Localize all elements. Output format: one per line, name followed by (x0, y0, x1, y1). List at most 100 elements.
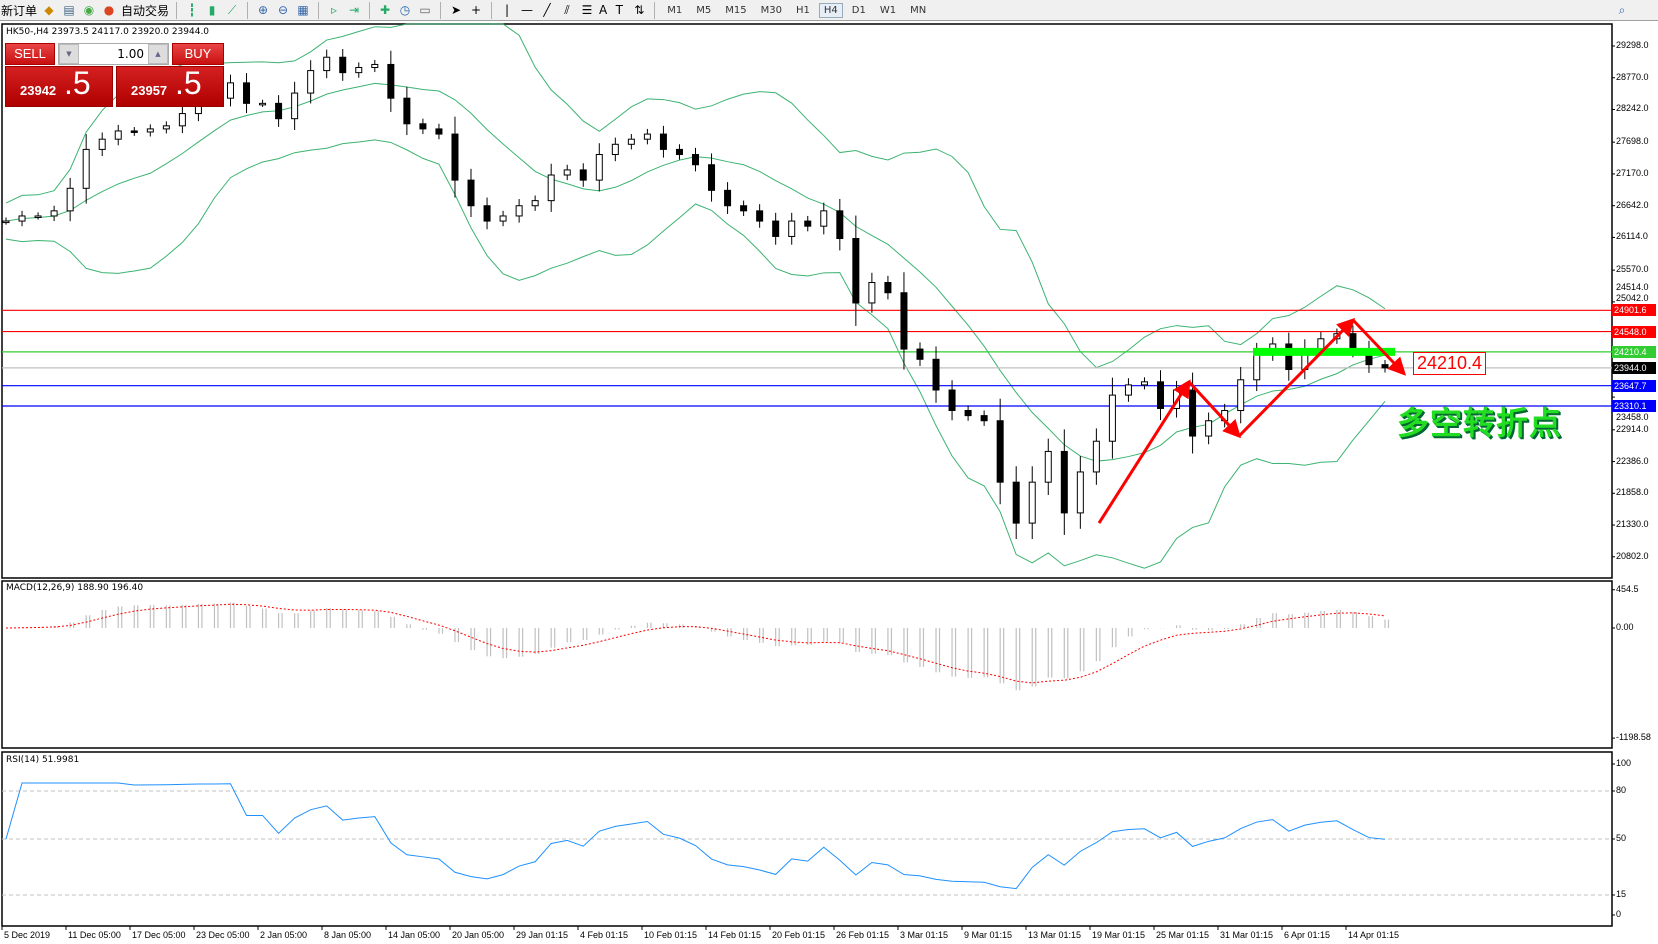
time-tick-label: 4 Feb 01:15 (580, 930, 629, 940)
separator (654, 1, 656, 19)
rsi-label: RSI(14) 51.9981 (6, 755, 80, 765)
timeframe-h4[interactable]: H4 (818, 2, 843, 18)
chart-shift-icon[interactable]: ⇥ (349, 3, 360, 17)
candle-body (403, 97, 411, 125)
candle-body (1140, 381, 1148, 386)
text-label-icon[interactable]: T (615, 3, 623, 17)
zoom-in-icon[interactable]: ⊕ (258, 3, 269, 17)
price-tick-label: 22914.0 (1616, 423, 1649, 434)
candle-body (948, 389, 956, 412)
price-tick-label: 26114.0 (1616, 231, 1648, 242)
timeframe-m5[interactable]: M5 (696, 4, 712, 16)
periods-icon[interactable]: ◷ (399, 3, 411, 17)
navigator-icon[interactable]: ▤ (63, 3, 75, 17)
annotation-text[interactable]: 多空转折点 (1397, 404, 1563, 442)
candle-body (547, 174, 555, 202)
cursor-icon[interactable]: ➤ (451, 3, 462, 17)
level-price-label: 23944.0 (1612, 361, 1656, 374)
indicators-icon[interactable]: ✚ (380, 3, 391, 17)
bar-chart-icon[interactable]: ┇ (188, 3, 196, 17)
auto-trading-button[interactable]: 自动交易 (121, 3, 170, 18)
candle-body (66, 187, 74, 212)
auto-scroll-icon[interactable]: ▹ (331, 3, 338, 17)
candle-body (499, 215, 507, 222)
time-tick-label: 9 Mar 01:15 (964, 930, 1013, 940)
candle-body (932, 358, 940, 391)
buy-price-pip: .5 (175, 65, 202, 101)
candle-body (50, 210, 58, 217)
fibonacci-icon[interactable]: ☰ (581, 3, 593, 17)
text-tool[interactable]: A (599, 3, 608, 17)
candle-body (1108, 394, 1116, 442)
macd-tick-label: 0.00 (1616, 622, 1634, 632)
candle-body (34, 215, 42, 218)
timeframe-mn[interactable]: MN (910, 4, 927, 16)
candle-body (82, 148, 90, 189)
macd-pane-frame (1, 580, 1613, 749)
buy-button[interactable]: BUY (172, 43, 224, 65)
timeframe-m15[interactable]: M15 (725, 4, 747, 16)
candle-body (1044, 450, 1052, 483)
search-icon[interactable]: ⌕ (1618, 2, 1626, 17)
new-order-button[interactable]: 新订单 (1, 3, 38, 18)
lot-decrease-button[interactable]: ▼ (59, 44, 79, 64)
support-resistance-bar (1253, 347, 1395, 356)
time-tick-label: 14 Apr 01:15 (1348, 930, 1400, 940)
level-price-label: 24901.6 (1612, 304, 1656, 317)
macd-label: MACD(12,26,9) 188.90 196.40 (6, 583, 144, 593)
price-tick-label: 29298.0 (1616, 40, 1649, 50)
bollinger-lower (5, 139, 1386, 569)
candle-body (675, 148, 683, 156)
horizontal-line-icon[interactable]: — (521, 3, 534, 17)
sell-button[interactable]: SELL (5, 43, 55, 65)
candle-body (788, 220, 796, 237)
candle-body (1253, 353, 1261, 381)
auto-trading-icon[interactable]: ● (103, 3, 115, 17)
time-tick-label: 11 Dec 05:00 (68, 930, 121, 940)
arrows-icon[interactable]: ⇅ (634, 3, 645, 17)
separator (369, 1, 371, 19)
crosshair-icon[interactable]: + (471, 3, 482, 17)
timeframe-m30[interactable]: M30 (760, 4, 782, 16)
lot-size-input[interactable]: 1.00 (117, 47, 144, 61)
candle-chart-icon[interactable]: ▮ (208, 3, 216, 17)
meta-editor-icon[interactable]: ◆ (44, 3, 54, 17)
candle-body (772, 220, 780, 237)
templates-icon[interactable]: ▭ (419, 3, 431, 17)
candle-body (916, 348, 924, 360)
vertical-line-icon[interactable]: | (505, 3, 510, 17)
fibonacci-fan-icon[interactable]: ⫽ (564, 2, 570, 17)
candle-body (804, 220, 812, 227)
timeframe-m1[interactable]: M1 (667, 4, 683, 16)
trendline-icon[interactable]: ╱ (543, 3, 551, 17)
lot-increase-button[interactable]: ▲ (148, 44, 168, 64)
time-tick-label: 31 Mar 01:15 (1220, 930, 1274, 940)
candle-body (595, 154, 603, 181)
timeframe-w1[interactable]: W1 (879, 4, 897, 16)
rsi-tick-label: 100 (1616, 758, 1632, 768)
sell-price[interactable]: 23942 .5 (5, 65, 113, 107)
lot-size-stepper[interactable]: ▼ 1.00 ▲ (58, 43, 169, 65)
candle-body (226, 82, 234, 99)
separator (440, 1, 442, 19)
annotation-price-label[interactable]: 24210.4 (1413, 352, 1486, 375)
time-tick-label: 8 Jan 05:00 (324, 930, 372, 940)
time-tick-label: 26 Feb 01:15 (836, 930, 890, 940)
zoom-out-icon[interactable]: ⊖ (278, 3, 289, 17)
candle-body (579, 169, 587, 181)
time-tick-label: 17 Dec 05:00 (132, 930, 186, 940)
candle-body (371, 63, 379, 69)
separator (491, 1, 493, 19)
buy-price[interactable]: 23957 .5 (116, 65, 224, 107)
candle-body (1060, 450, 1068, 514)
candle-body (1237, 379, 1245, 412)
timeframe-h1[interactable]: H1 (795, 4, 810, 16)
tile-windows-icon[interactable]: ▦ (297, 3, 309, 17)
timeframe-d1[interactable]: D1 (851, 4, 866, 16)
time-tick-label: 14 Jan 05:00 (388, 930, 441, 940)
signals-icon[interactable]: ◉ (83, 3, 95, 17)
line-chart-icon[interactable]: ⟋ (227, 2, 237, 17)
candle-body (868, 282, 876, 304)
time-tick-label: 5 Dec 2019 (4, 930, 51, 940)
